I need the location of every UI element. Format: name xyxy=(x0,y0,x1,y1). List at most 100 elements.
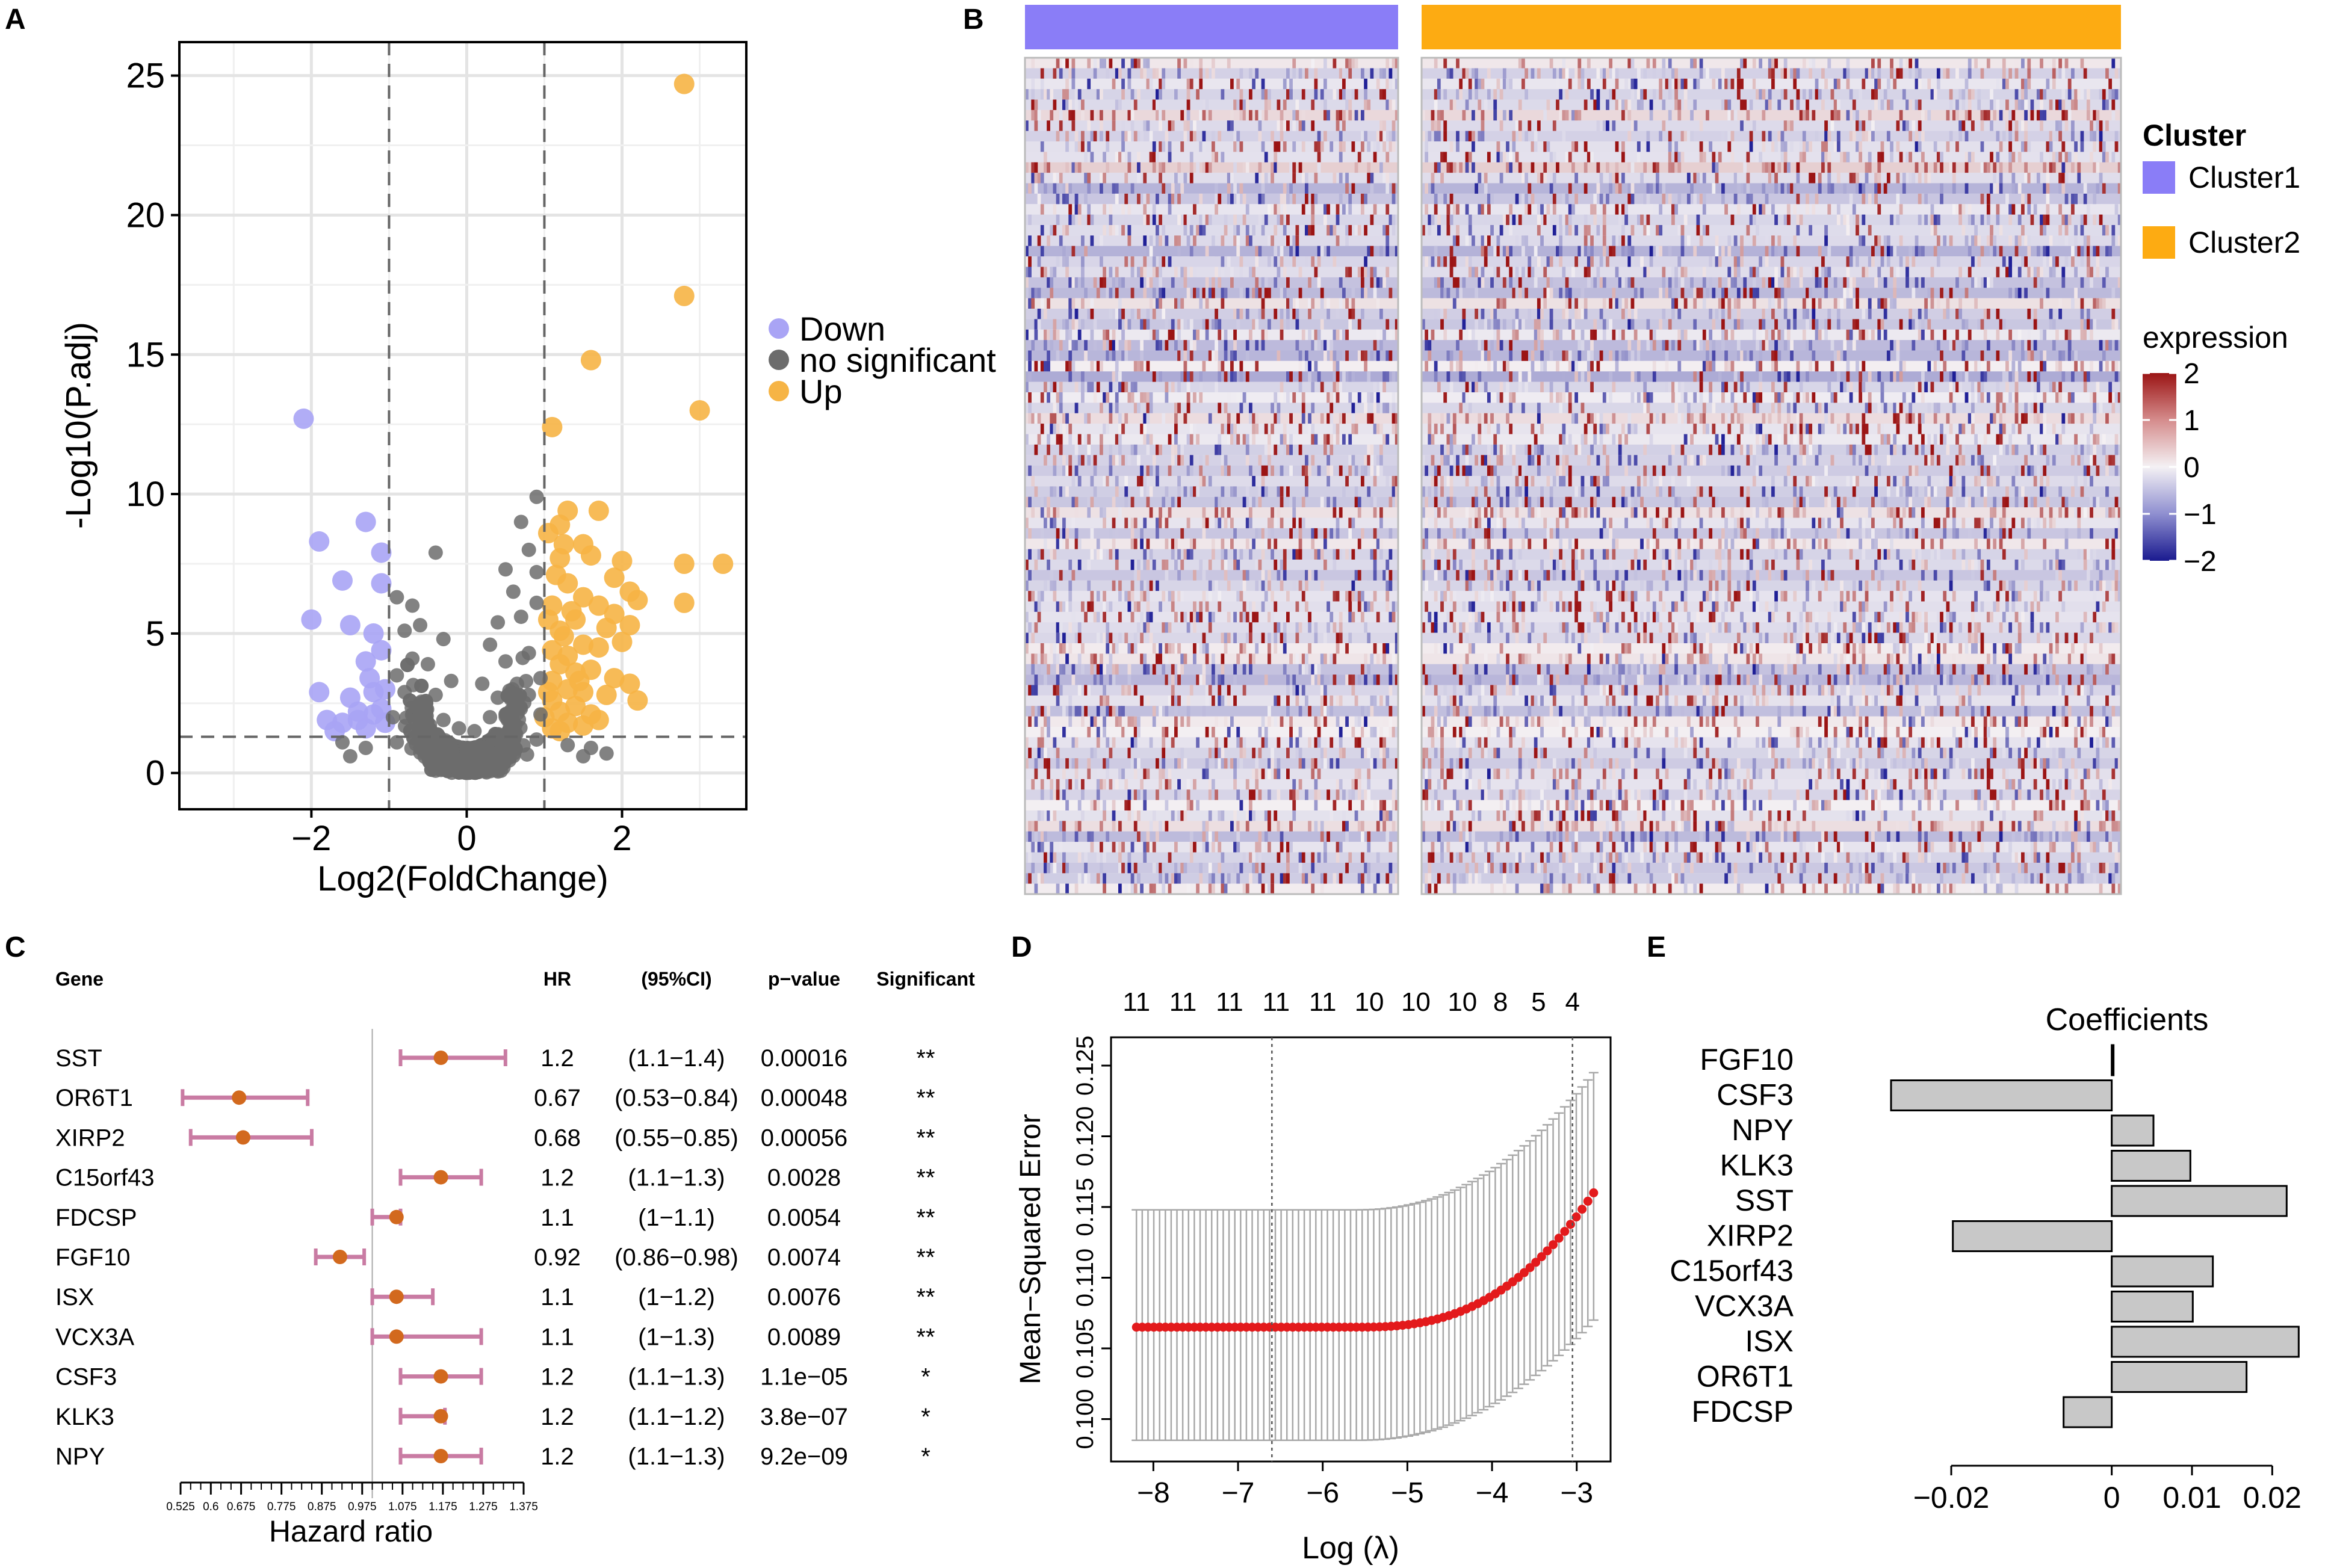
heatmap-cell xyxy=(1133,643,1138,654)
heatmap-cell xyxy=(1264,674,1268,685)
heatmap-cell xyxy=(1121,225,1125,236)
heatmap-cell xyxy=(1127,664,1131,675)
heatmap-cell xyxy=(1292,549,1296,560)
heatmap-cell xyxy=(1152,560,1156,570)
heatmap-cell xyxy=(1199,476,1203,487)
heatmap-cell xyxy=(1146,214,1150,226)
heatmap-cell xyxy=(1044,89,1047,100)
heatmap-cell xyxy=(1137,570,1141,581)
heatmap-cell xyxy=(1379,309,1383,319)
heatmap-cell xyxy=(1271,444,1274,455)
ns-point xyxy=(519,673,534,688)
heatmap-cell xyxy=(1071,68,1076,79)
y-tick-label: 5 xyxy=(146,614,165,653)
down-point xyxy=(374,679,395,700)
heatmap-cell xyxy=(1140,319,1144,330)
heatmap-cell xyxy=(1186,539,1190,550)
heatmap-cell xyxy=(1159,256,1162,267)
heatmap-cell xyxy=(1286,444,1290,455)
heatmap-cell xyxy=(1059,403,1063,414)
heatmap-cell xyxy=(1034,162,1038,173)
heatmap-cell xyxy=(1286,214,1290,226)
heatmap-cell xyxy=(1103,632,1106,644)
heatmap-cell xyxy=(1311,403,1315,414)
heatmap-cell xyxy=(1370,465,1374,477)
heatmap-cell xyxy=(1103,664,1106,675)
heatmap-cell xyxy=(1249,329,1252,341)
heatmap-cell xyxy=(1074,193,1079,205)
heatmap-cell xyxy=(1357,674,1361,685)
heatmap-cell xyxy=(1230,193,1234,205)
heatmap-cell xyxy=(1121,455,1125,466)
heatmap-cell xyxy=(1121,309,1125,319)
heatmap-cell xyxy=(1189,340,1193,351)
heatmap-cell xyxy=(1177,664,1181,675)
heatmap-cell xyxy=(1215,496,1218,508)
heatmap-cell xyxy=(1189,549,1193,560)
heatmap-cell xyxy=(1034,360,1038,372)
heatmap-cell xyxy=(1230,120,1234,132)
heatmap-cell xyxy=(1071,58,1076,69)
heatmap-cell xyxy=(1152,288,1156,299)
heatmap-cell xyxy=(1239,141,1243,152)
heatmap-cell xyxy=(1121,204,1125,215)
heatmap-cell xyxy=(1177,58,1181,69)
heatmap-cell xyxy=(1271,465,1274,477)
heatmap-cell xyxy=(1379,277,1383,288)
heatmap-cell xyxy=(1050,517,1054,529)
heatmap-cell xyxy=(1249,496,1252,508)
heatmap-cell xyxy=(1233,141,1237,152)
up-point xyxy=(627,590,648,611)
heatmap-cell xyxy=(1336,120,1340,132)
heatmap-cell xyxy=(1305,350,1308,362)
heatmap-cell xyxy=(1146,434,1150,445)
ns-point xyxy=(414,678,429,693)
heatmap-cell xyxy=(1242,580,1246,591)
heatmap-cell xyxy=(1224,424,1228,434)
heatmap-cell xyxy=(1149,434,1153,445)
heatmap-cell xyxy=(1118,152,1122,163)
heatmap-cell xyxy=(1037,235,1041,247)
heatmap-cell xyxy=(1162,560,1166,570)
heatmap-cell xyxy=(1239,89,1243,100)
heatmap-cell xyxy=(1236,309,1240,319)
heatmap-cell xyxy=(1227,120,1231,132)
heatmap-cell xyxy=(1090,309,1094,319)
heatmap-cell xyxy=(1137,653,1141,665)
heatmap-cell xyxy=(1186,235,1190,247)
heatmap-cell xyxy=(1330,444,1334,455)
heatmap-cell xyxy=(1357,152,1361,163)
heatmap-cell xyxy=(1224,632,1228,644)
heatmap-cell xyxy=(1301,141,1305,152)
up-point xyxy=(689,400,710,421)
heatmap-cell xyxy=(1277,350,1281,362)
heatmap-cell xyxy=(1183,611,1187,623)
ns-point xyxy=(498,654,513,669)
heatmap-cell xyxy=(1327,434,1330,445)
heatmap-cell xyxy=(1133,601,1138,613)
heatmap-cell xyxy=(1028,528,1032,539)
heatmap-cell xyxy=(1100,256,1103,267)
heatmap-cell xyxy=(1298,120,1302,132)
heatmap-cell xyxy=(1165,517,1169,529)
heatmap-cell xyxy=(1152,68,1156,79)
heatmap-cell xyxy=(1208,591,1212,602)
heatmap-cell xyxy=(1311,674,1315,685)
heatmap-cell xyxy=(1140,528,1144,539)
heatmap-cell xyxy=(1333,381,1337,393)
heatmap-cell xyxy=(1283,183,1287,194)
heatmap-cell xyxy=(1056,539,1060,550)
heatmap-cell xyxy=(1143,622,1147,634)
heatmap-cell xyxy=(1159,277,1162,288)
heatmap-cell xyxy=(1379,507,1383,518)
heatmap-cell xyxy=(1258,309,1262,319)
heatmap-cell xyxy=(1233,674,1237,685)
heatmap-cell xyxy=(1068,371,1073,383)
ns-point xyxy=(576,749,591,764)
heatmap-cell xyxy=(1268,570,1271,581)
heatmap-cell xyxy=(1354,486,1358,498)
heatmap-cell xyxy=(1156,298,1159,309)
heatmap-cell xyxy=(1245,371,1249,383)
heatmap-cell xyxy=(1053,319,1057,330)
